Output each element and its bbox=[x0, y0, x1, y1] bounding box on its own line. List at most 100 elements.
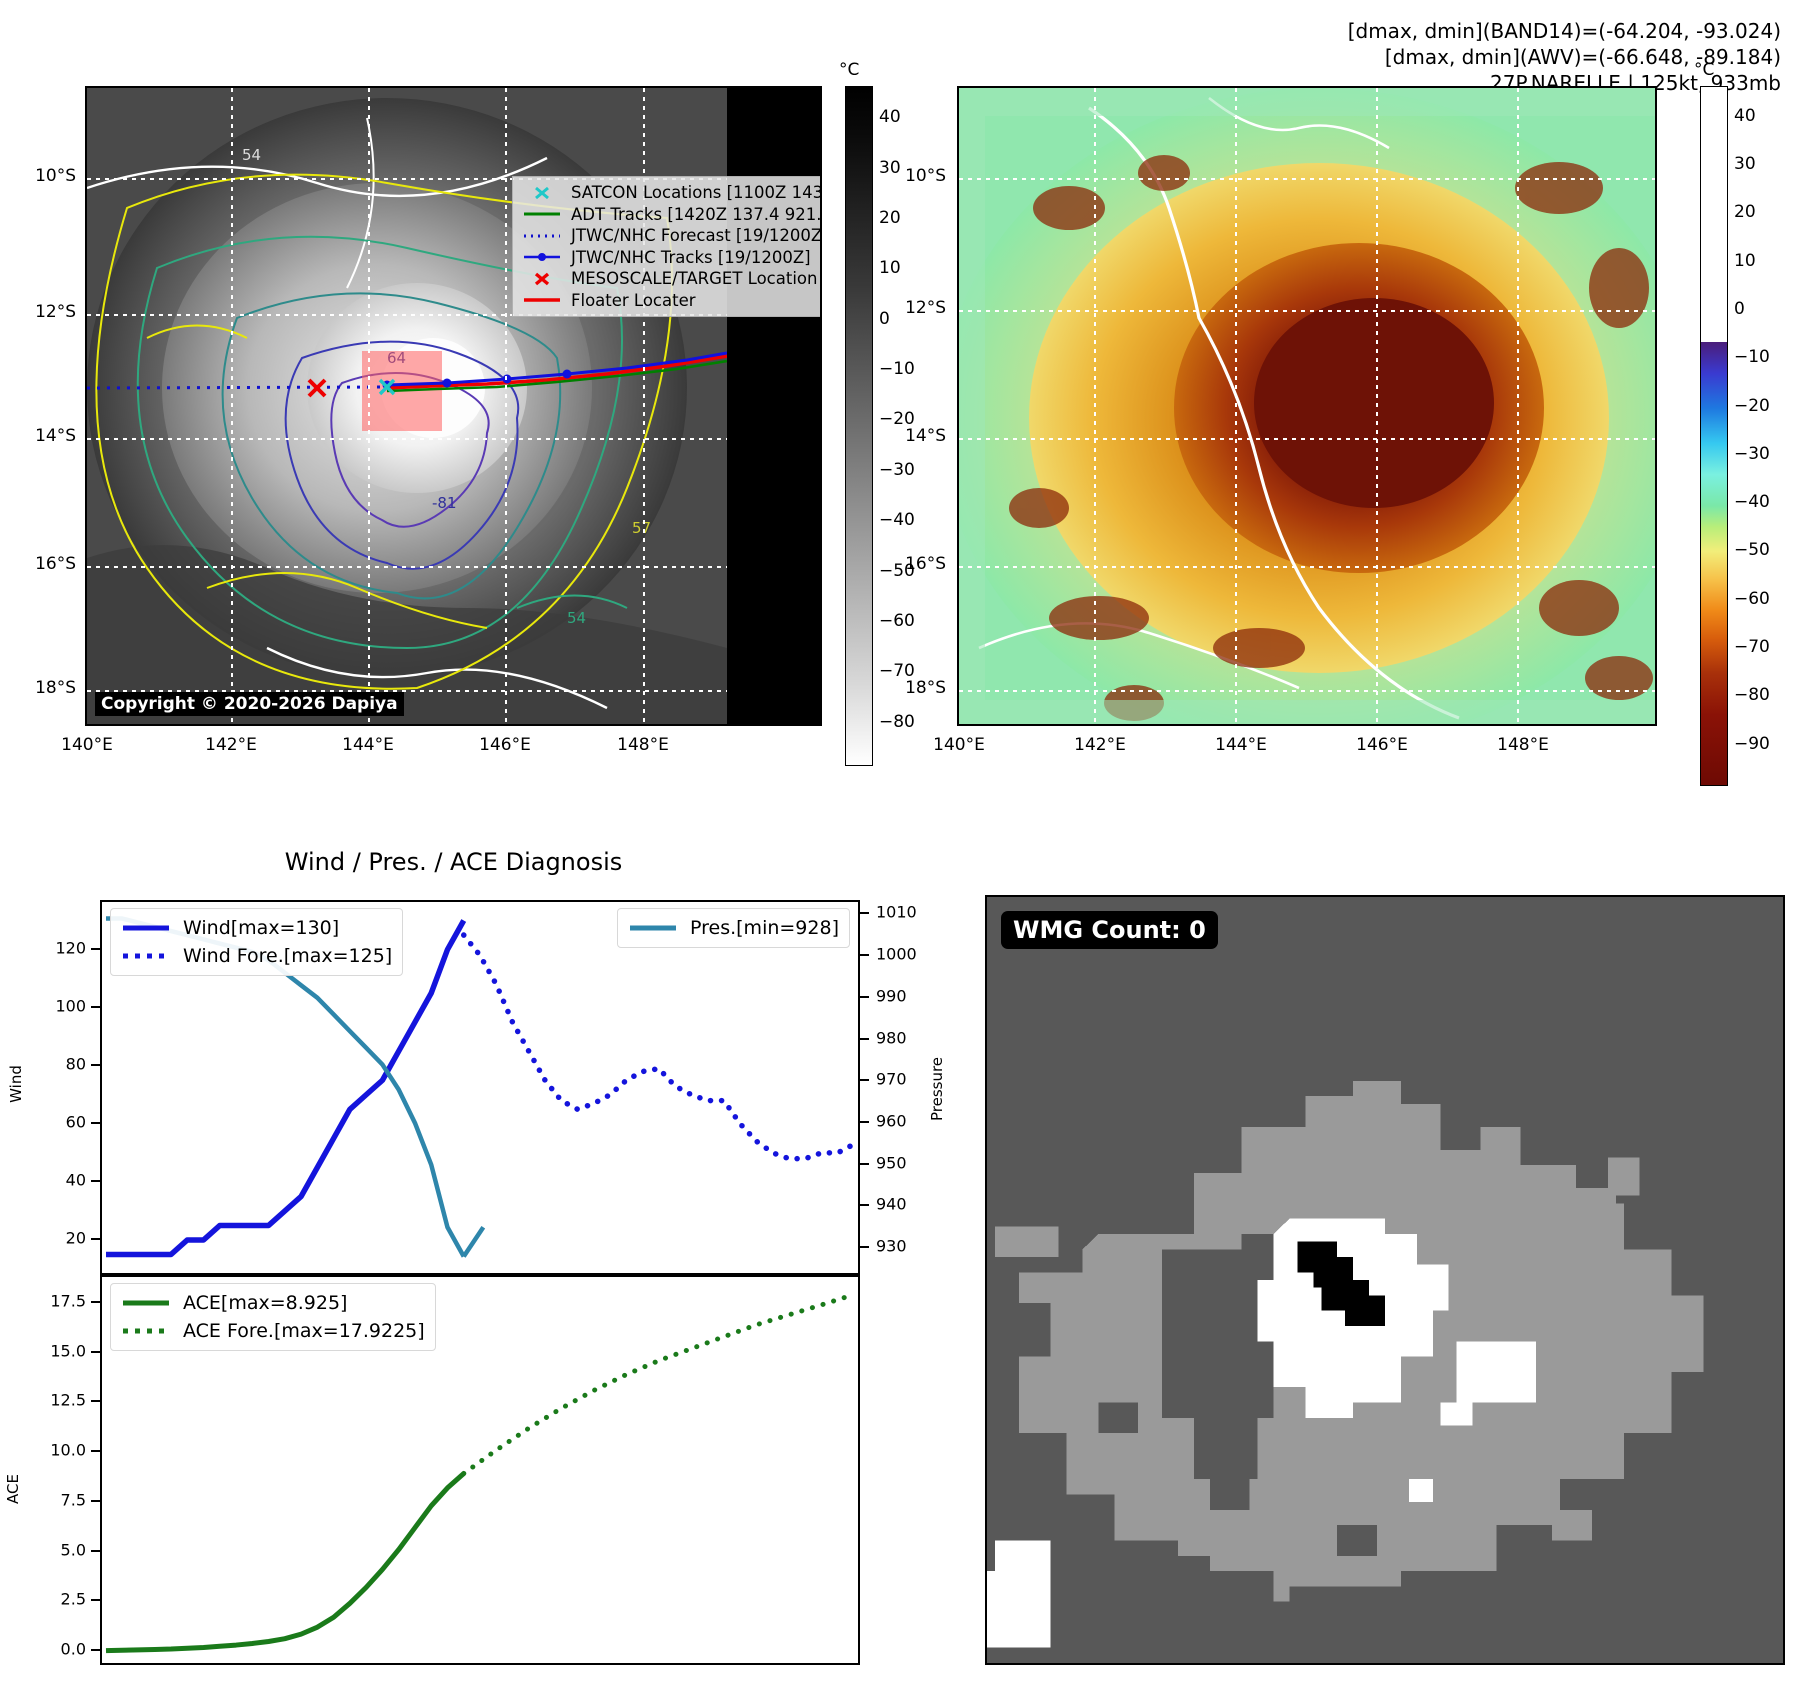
legend-label-floater: Floater Locater bbox=[571, 290, 696, 310]
legend-item-jtwc-tracks: JTWC/NHC Tracks [19/1200Z] bbox=[519, 247, 820, 269]
lon-tick-144e: 144°E bbox=[342, 735, 394, 755]
right-colorbar-tick-12: −80 bbox=[1734, 685, 1770, 706]
pressure-ytick-930: 930 bbox=[876, 1236, 907, 1256]
pressure-ytick-960: 960 bbox=[876, 1111, 907, 1131]
wind-tickmark-60 bbox=[91, 1121, 100, 1124]
ace-ytick-12.5: 12.5 bbox=[50, 1390, 86, 1410]
ace-tickmark-0 bbox=[91, 1649, 100, 1652]
wind-ytick-120: 120 bbox=[55, 938, 86, 958]
legend-item-wind-forecast: Wind Fore.[max=125] bbox=[121, 942, 392, 970]
lat-tick-12s: 12°S bbox=[35, 302, 76, 322]
lat-tick-18s: 18°S bbox=[35, 678, 76, 698]
ace-ytick-0: 0.0 bbox=[60, 1639, 86, 1659]
left-colorbar-unit: °C bbox=[839, 60, 860, 80]
ace-ytick-7.5: 7.5 bbox=[60, 1490, 86, 1510]
pressure-tickmark-950 bbox=[860, 1162, 869, 1165]
right-colorbar-tick-6: −20 bbox=[1734, 395, 1770, 416]
right-colorbar-unit: °C bbox=[1694, 60, 1715, 80]
legend-label-adt: ADT Tracks [1420Z 137.4 921.0] bbox=[571, 204, 822, 224]
pressure-axis-title: Pressure bbox=[928, 1056, 947, 1122]
legend-item-jtwc-forecast: JTWC/NHC Forecast [19/1200Z] bbox=[519, 225, 820, 247]
pressure-tickmark-980 bbox=[860, 1037, 869, 1040]
legend-item-mesoscale: MESOSCALE/TARGET Location bbox=[519, 268, 820, 290]
grid-line-lon-142 bbox=[1094, 88, 1096, 724]
lon-tick-142e-right: 142°E bbox=[1074, 735, 1126, 755]
dmax-awv-text: [dmax, dmin](AWV)=(-66.648, -89.184) bbox=[1384, 45, 1781, 69]
grid-line-lat-12 bbox=[87, 314, 727, 316]
solid-line-teal-icon bbox=[628, 923, 682, 933]
left-colorbar-tick-5: −10 bbox=[879, 359, 915, 380]
wmg-map-panel[interactable]: WMG Count: 0 bbox=[985, 895, 1785, 1665]
legend-item-pressure: Pres.[min=928] bbox=[628, 914, 839, 942]
svg-text:-81: -81 bbox=[432, 494, 457, 512]
legend-label-pressure: Pres.[min=928] bbox=[690, 917, 839, 939]
line-with-dot-blue-icon bbox=[519, 252, 565, 262]
left-colorbar-tick-8: −40 bbox=[879, 510, 915, 531]
lat-tick-12s-right: 12°S bbox=[905, 298, 946, 318]
ace-chart-panel[interactable]: ACE[max=8.925] ACE Fore.[max=17.9225] bbox=[100, 1275, 860, 1665]
wind-forecast-series-line bbox=[460, 932, 857, 1162]
lon-tick-148e: 148°E bbox=[617, 735, 669, 755]
ace-ytick-17.5: 17.5 bbox=[50, 1291, 86, 1311]
legend-item-wind: Wind[max=130] bbox=[121, 914, 392, 942]
solid-line-green-icon bbox=[519, 210, 565, 218]
legend-label-ace: ACE[max=8.925] bbox=[183, 1292, 348, 1314]
ace-forecast-series-line bbox=[461, 1291, 857, 1476]
pressure-ytick-1000: 1000 bbox=[876, 944, 917, 964]
ace-ytick-15: 15.0 bbox=[50, 1341, 86, 1361]
lon-tick-142e: 142°E bbox=[205, 735, 257, 755]
grid-line-lat-12 bbox=[959, 310, 1655, 312]
left-colorbar-tick-1: 30 bbox=[879, 157, 901, 178]
wmg-count-badge: WMG Count: 0 bbox=[1001, 911, 1218, 949]
ir-band14-map-panel[interactable]: 54 64 -81 57 54 SATCON bbox=[85, 86, 822, 726]
ace-tickmark-17.5 bbox=[91, 1300, 100, 1303]
svg-text:57: 57 bbox=[632, 519, 651, 537]
ace-plot bbox=[105, 1291, 857, 1654]
pressure-ytick-990: 990 bbox=[876, 986, 907, 1006]
grid-line-lon-144 bbox=[1235, 88, 1237, 724]
left-colorbar-tick-9: −50 bbox=[879, 560, 915, 581]
grid-line-lon-146 bbox=[1376, 88, 1378, 724]
left-colorbar-tick-12: −80 bbox=[879, 711, 915, 732]
grid-line-lat-14 bbox=[87, 438, 727, 440]
right-colorbar-tick-10: −60 bbox=[1734, 588, 1770, 609]
svg-text:54: 54 bbox=[567, 609, 586, 627]
lat-tick-10s: 10°S bbox=[35, 166, 76, 186]
ace-tickmark-2.5 bbox=[91, 1599, 100, 1602]
ace-ytick-5: 5.0 bbox=[60, 1540, 86, 1560]
ace-ytick-10: 10.0 bbox=[50, 1440, 86, 1460]
lon-tick-146e: 146°E bbox=[479, 735, 531, 755]
grid-line-lat-10 bbox=[959, 178, 1655, 180]
ace-tickmark-15 bbox=[91, 1350, 100, 1353]
legend-item-ace-forecast: ACE Fore.[max=17.9225] bbox=[121, 1317, 425, 1345]
svg-text:54: 54 bbox=[242, 146, 261, 164]
left-colorbar-tick-6: −20 bbox=[879, 409, 915, 430]
wmg-cluster-imagery bbox=[987, 897, 1783, 1663]
awv-map-panel[interactable] bbox=[957, 86, 1657, 726]
left-colorbar-tick-3: 10 bbox=[879, 258, 901, 279]
right-colorbar-tick-7: −30 bbox=[1734, 443, 1770, 464]
wind-tickmark-100 bbox=[91, 1005, 100, 1008]
lat-tick-14s-right: 14°S bbox=[905, 426, 946, 446]
legend-item-adt: ADT Tracks [1420Z 137.4 921.0] bbox=[519, 204, 822, 226]
grid-line-lat-16 bbox=[87, 566, 727, 568]
right-colorbar-tick-8: −40 bbox=[1734, 492, 1770, 513]
legend-label-wind-forecast: Wind Fore.[max=125] bbox=[183, 945, 393, 967]
pressure-ytick-980: 980 bbox=[876, 1028, 907, 1048]
right-colorbar-tick-13: −90 bbox=[1734, 733, 1770, 754]
wind-pressure-chart-panel[interactable]: Wind[max=130] Wind Fore.[max=125] Pres.[… bbox=[100, 900, 860, 1275]
wind-ytick-100: 100 bbox=[55, 996, 86, 1016]
copyright-notice: Copyright © 2020-2026 Dapiya bbox=[95, 692, 404, 716]
dotted-line-blue-icon bbox=[121, 951, 175, 961]
grid-line-lon-146 bbox=[505, 88, 507, 724]
left-colorbar-tick-10: −60 bbox=[879, 610, 915, 631]
left-colorbar-tick-0: 40 bbox=[879, 107, 901, 128]
legend-label-ace-forecast: ACE Fore.[max=17.9225] bbox=[183, 1320, 425, 1342]
pressure-tickmark-930 bbox=[860, 1246, 869, 1249]
right-colorbar-tick-2: 20 bbox=[1734, 202, 1756, 223]
grid-line-lon-144 bbox=[368, 88, 370, 724]
right-colorbar-tick-1: 30 bbox=[1734, 154, 1756, 175]
lon-tick-148e-right: 148°E bbox=[1497, 735, 1549, 755]
pressure-ytick-950: 950 bbox=[876, 1153, 907, 1173]
grid-line-lon-148 bbox=[643, 88, 645, 724]
